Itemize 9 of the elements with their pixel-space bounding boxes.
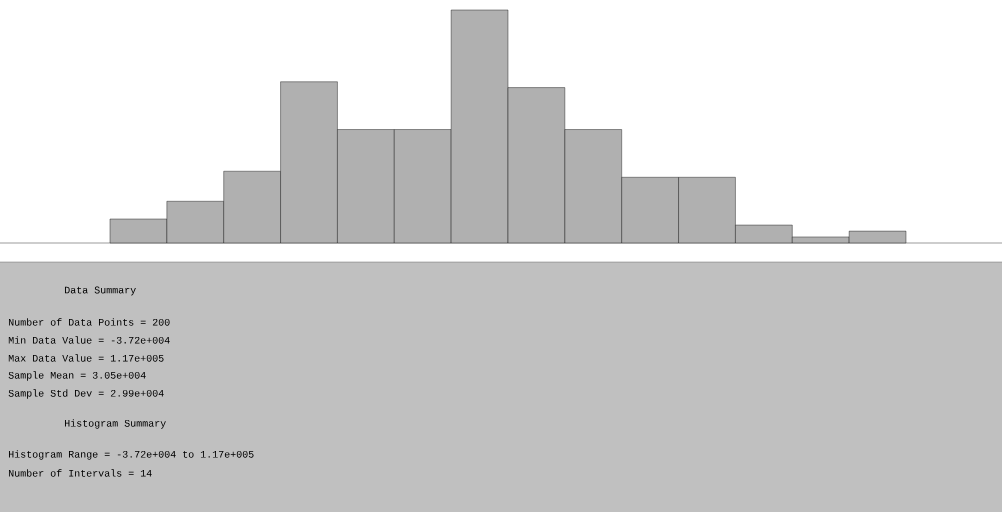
text: Number of Data Points = 200 xyxy=(8,318,170,326)
text: Histogram Summary xyxy=(64,419,166,429)
text: Sample Mean = 3.05e+004 xyxy=(8,371,146,381)
text: Histogram Range = -3.72e+004 to 1.17e+005 xyxy=(8,450,254,460)
text: Data Summary xyxy=(64,286,136,296)
text: Number of Intervals = 14 xyxy=(8,469,152,477)
text: Sample Std Dev = 2.99e+004 xyxy=(8,389,164,399)
text: Max Data Value = 1.17e+005 xyxy=(8,354,164,362)
text: Min Data Value = -3.72e+004 xyxy=(8,336,170,344)
